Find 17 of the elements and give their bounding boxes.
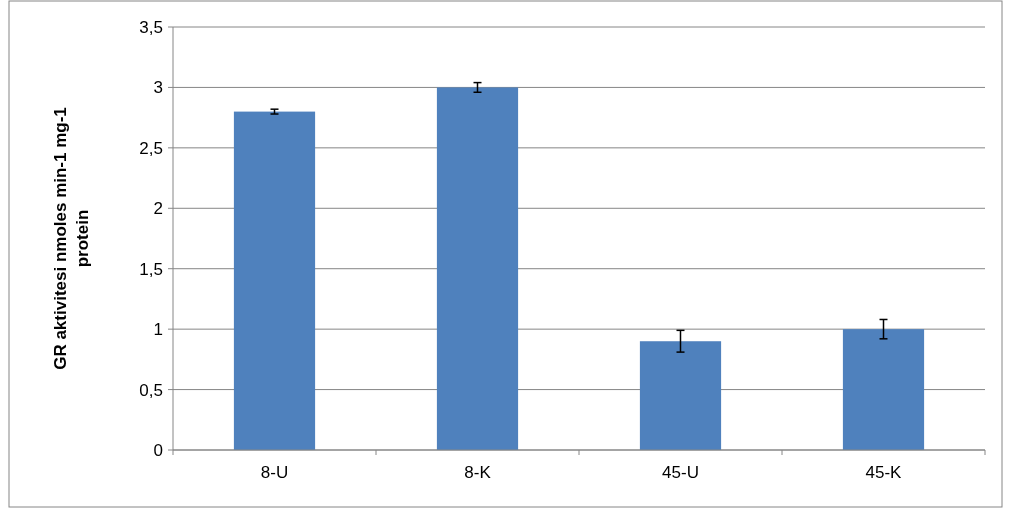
y-tick-label: 2,5 (139, 138, 163, 158)
bar (639, 341, 722, 450)
y-tick-label: 0,5 (139, 380, 163, 400)
y-tick-label: 3,5 (139, 17, 163, 37)
bar (436, 87, 519, 450)
y-tick-label: 0 (153, 440, 163, 460)
y-tick-label: 1 (153, 320, 163, 340)
y-tick-label: 3 (153, 78, 163, 98)
y-tick-label: 2 (153, 199, 163, 219)
x-tick-label: 8-K (464, 463, 492, 482)
x-tick-label: 45-K (865, 463, 903, 482)
x-tick-label: 8-U (260, 463, 289, 482)
y-tick-label: 1,5 (139, 259, 163, 279)
bar (842, 329, 925, 450)
y-axis-title: GR aktivitesi nmoles min-1 mg-1 protein (51, 107, 93, 370)
bar (233, 111, 316, 450)
x-tick-label: 45-U (662, 463, 699, 482)
